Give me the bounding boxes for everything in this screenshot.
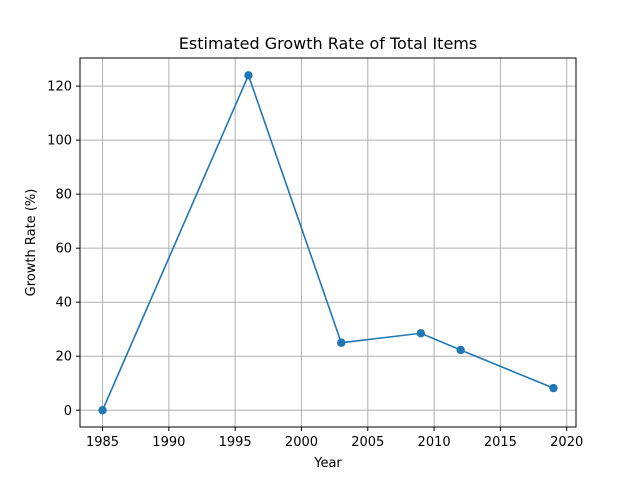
y-tick-label: 80: [55, 188, 72, 203]
x-tick-label: 2020: [550, 435, 583, 450]
x-tick-label: 2015: [484, 435, 517, 450]
axis-ticks: 1985 1990 1995 2000 2005 2010 2015 2020 0 20 40 60 8…: [47, 80, 583, 450]
data-series: [98, 71, 558, 415]
y-tick-label: 0: [64, 404, 72, 419]
y-tick-label: 60: [55, 242, 72, 257]
x-axis-label: Year: [313, 456, 342, 471]
x-tick-label: 2005: [351, 435, 384, 450]
data-point: [549, 383, 558, 393]
x-tick-label: 2000: [285, 435, 318, 450]
x-tick-label: 1995: [219, 435, 252, 450]
series-line: [101, 73, 554, 411]
plot-frame: [79, 57, 577, 428]
y-axis-label: Growth Rate (%): [24, 189, 39, 297]
data-point: [456, 345, 465, 355]
data-point: [98, 406, 107, 415]
y-tick-label: 40: [55, 296, 72, 311]
chart-title: Estimated Growth Rate of Total Items: [179, 34, 477, 53]
x-tick-label: 2010: [418, 435, 451, 450]
y-tick-label: 120: [47, 80, 72, 95]
x-tick-label: 1985: [86, 435, 119, 450]
y-tick-label: 100: [47, 134, 72, 149]
grid-lines: [80, 58, 576, 427]
x-tick-label: 1990: [152, 435, 185, 450]
data-point: [244, 71, 253, 80]
data-point: [416, 329, 426, 338]
data-point: [337, 338, 346, 347]
y-tick-label: 20: [55, 350, 72, 365]
